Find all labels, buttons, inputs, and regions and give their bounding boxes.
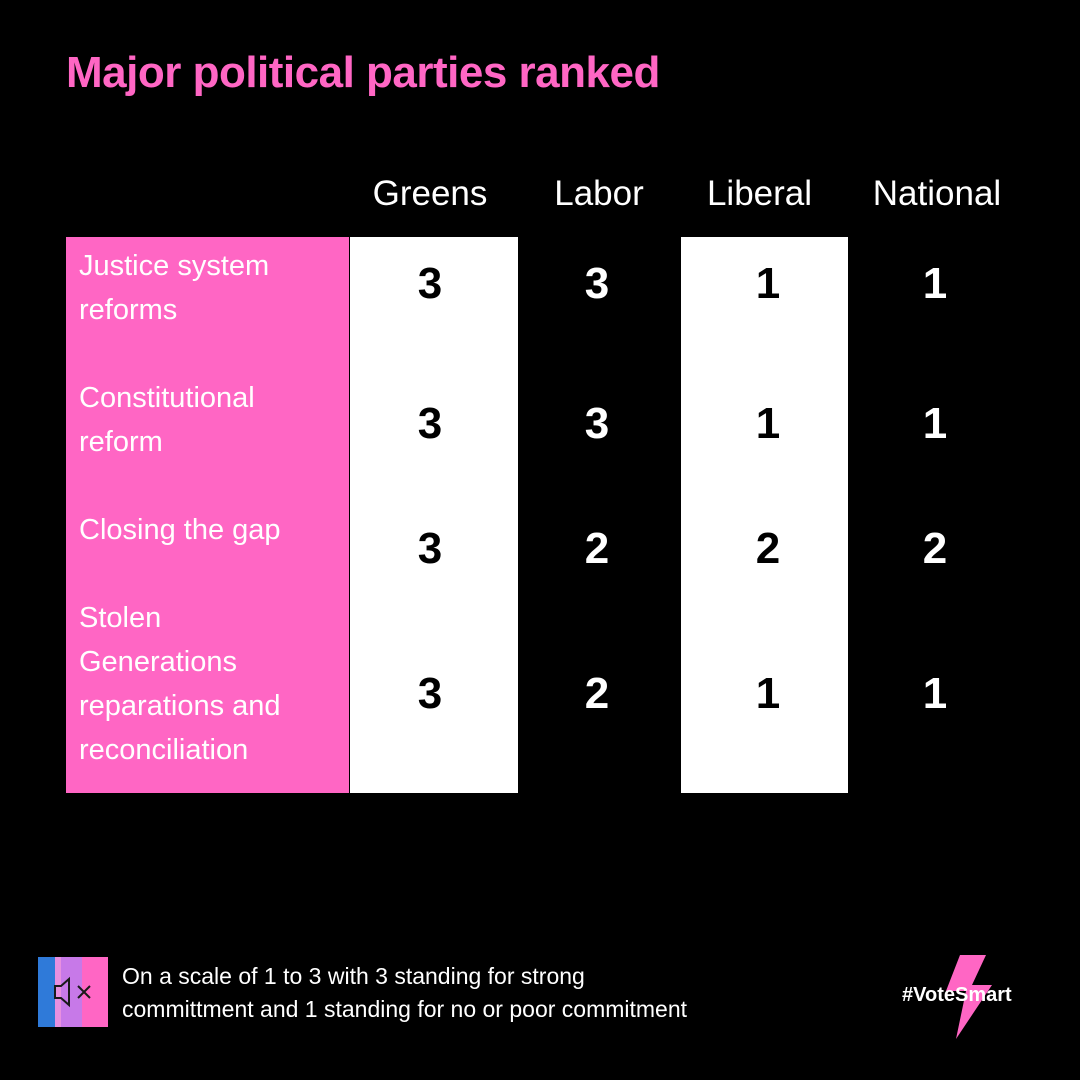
column-highlight-liberal xyxy=(681,237,848,793)
column-highlight-greens xyxy=(350,237,518,793)
score-cell: 1 xyxy=(922,399,948,448)
row-label-line: reparations and xyxy=(79,690,281,722)
page-title: Major political parties ranked xyxy=(66,48,660,97)
row-label-closing-gap: Closing the gap xyxy=(79,508,341,552)
column-header-liberal: Liberal xyxy=(706,174,813,213)
score-cell: 3 xyxy=(417,524,443,573)
score-cell: 1 xyxy=(755,259,781,308)
score-cell: 2 xyxy=(922,524,948,573)
score-cell: 3 xyxy=(417,669,443,718)
muted-speaker-icon xyxy=(38,957,108,1027)
row-label-stolen-generations: Stolen Generations reparations and recon… xyxy=(79,596,341,772)
score-cell: 2 xyxy=(755,524,781,573)
column-header-national: National xyxy=(872,174,1002,213)
footnote-line: On a scale of 1 to 3 with 3 standing for… xyxy=(122,963,585,989)
row-label-justice: Justice system reforms xyxy=(79,244,341,332)
row-label-line: Constitutional xyxy=(79,382,255,414)
scale-footnote: On a scale of 1 to 3 with 3 standing for… xyxy=(122,960,802,1026)
score-cell: 3 xyxy=(584,259,610,308)
lightning-bolt-icon xyxy=(946,955,992,1039)
score-cell: 1 xyxy=(755,669,781,718)
score-cell: 3 xyxy=(584,399,610,448)
column-header-greens: Greens xyxy=(372,174,488,213)
row-label-constitutional: Constitutional reform xyxy=(79,376,341,464)
row-label-line: Closing the gap xyxy=(79,514,281,546)
row-label-line: Justice system xyxy=(79,250,270,282)
score-cell: 2 xyxy=(584,669,610,718)
score-cell: 2 xyxy=(584,524,610,573)
row-label-line: reconciliation xyxy=(79,734,249,766)
footnote-line: committment and 1 standing for no or poo… xyxy=(122,996,688,1022)
row-label-line: reforms xyxy=(79,294,178,326)
row-label-line: Stolen xyxy=(79,602,162,634)
category-panel xyxy=(66,237,349,793)
score-cell: 3 xyxy=(417,399,443,448)
score-cell: 1 xyxy=(755,399,781,448)
score-cell: 1 xyxy=(922,669,948,718)
row-label-line: Generations xyxy=(79,646,237,678)
hashtag-votesmart: #VoteSmart xyxy=(902,984,1012,1006)
column-header-labor: Labor xyxy=(554,174,644,213)
score-cell: 3 xyxy=(417,259,443,308)
row-label-line: reform xyxy=(79,426,163,458)
score-cell: 1 xyxy=(922,259,948,308)
